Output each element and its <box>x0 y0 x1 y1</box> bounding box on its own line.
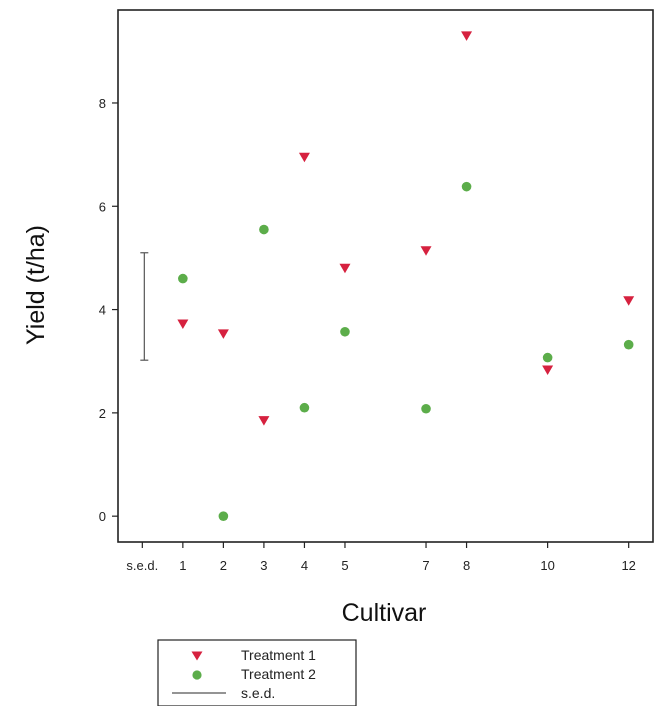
treatment-2-point <box>542 352 553 363</box>
treatment-2-point <box>218 511 229 521</box>
x-tick-label: 1 <box>179 558 186 573</box>
treatment-2-point <box>340 326 350 337</box>
x-axis-title: Cultivar <box>342 599 427 627</box>
treatment-1-point <box>298 152 310 163</box>
y-axis: 0 2 4 6 8 <box>99 96 118 524</box>
plot-frame <box>117 9 654 543</box>
treatment-2-point <box>259 224 269 235</box>
legend-marker-treatment-1 <box>191 651 203 661</box>
x-tick-label: 5 <box>341 558 348 573</box>
treatment-2-point <box>461 181 472 192</box>
treatment-1-point <box>217 329 229 339</box>
y-tick-label: 0 <box>99 509 106 524</box>
legend-marker-treatment-2 <box>192 670 202 680</box>
data-points <box>177 31 635 521</box>
legend-label-treatment-2: Treatment 2 <box>241 666 316 682</box>
x-tick-label: 10 <box>540 558 554 573</box>
legend: Treatment 1 Treatment 2 s.e.d. <box>157 639 357 706</box>
y-tick-label: 2 <box>99 406 106 421</box>
x-tick-label: 3 <box>260 558 267 573</box>
x-tick-label: 2 <box>220 558 227 573</box>
legend-box <box>157 639 357 706</box>
treatment-1-point <box>461 31 473 41</box>
y-tick-label: 8 <box>99 96 106 111</box>
x-tick-label: 7 <box>422 558 429 573</box>
y-tick-label: 6 <box>99 199 106 214</box>
y-axis-title: Yield (t/ha) <box>22 225 50 345</box>
treatment-2-point <box>299 402 310 413</box>
treatment-1-point <box>339 263 351 274</box>
x-tick-label: 12 <box>621 558 635 573</box>
treatment-1-point <box>258 416 270 426</box>
treatment-2-point <box>178 273 188 284</box>
treatment-1-point <box>177 319 189 330</box>
y-tick-label: 4 <box>99 303 106 318</box>
treatment-2-point <box>421 403 431 414</box>
treatment-1-point <box>542 365 554 376</box>
sed-bar <box>140 252 149 361</box>
x-tick-label: 4 <box>301 558 308 573</box>
legend-label-sed: s.e.d. <box>241 685 275 701</box>
x-tick-label: 8 <box>463 558 470 573</box>
legend-label-treatment-1: Treatment 1 <box>241 647 316 663</box>
treatment-2-point <box>623 339 634 350</box>
x-tick-label: s.e.d. <box>126 558 158 573</box>
x-axis: s.e.d. 1 2 3 4 5 7 8 10 12 <box>126 542 636 573</box>
treatment-1-point <box>420 246 432 256</box>
treatment-1-point <box>623 296 635 306</box>
